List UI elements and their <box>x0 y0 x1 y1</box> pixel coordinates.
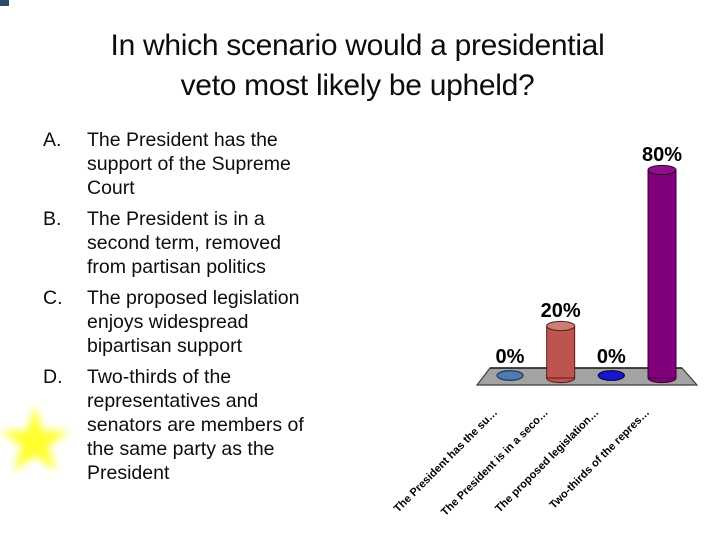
option-text: The proposed legislation enjoys widespre… <box>87 287 300 357</box>
option-letter: C. <box>43 287 63 309</box>
slide-title: In which scenario would a presidential v… <box>110 29 605 102</box>
answer-option-a: A. The President has the support of the … <box>43 128 373 200</box>
bar-body-3 <box>647 169 677 379</box>
bar-flat-0 <box>496 370 524 381</box>
value-label-0: 0% <box>496 346 525 368</box>
bar-top-3 <box>647 164 677 176</box>
value-label-1: 20% <box>541 300 581 322</box>
option-letter: A. <box>43 129 62 151</box>
corner-decoration <box>0 0 9 6</box>
bar-body-1 <box>546 325 576 379</box>
category-label-0: The President has the su… <box>392 407 500 515</box>
option-text: The President has the support of the Sup… <box>87 129 291 199</box>
value-label-3: 80% <box>642 144 682 166</box>
option-text: The President is in a second term, remov… <box>87 208 282 278</box>
answer-options-list: A. The President has the support of the … <box>43 128 373 492</box>
option-letter: B. <box>43 208 62 230</box>
category-label-2: The proposed legislation… <box>493 407 601 515</box>
option-letter: D. <box>43 366 63 388</box>
bar-flat-2 <box>597 370 625 381</box>
bar-top-1 <box>546 320 576 332</box>
category-label-3: Two-thirds of the repres… <box>547 407 652 512</box>
option-text: Two-thirds of the representatives and se… <box>87 366 304 484</box>
results-chart: 0% The President has the su… 20% The Presid… <box>392 144 699 519</box>
category-label-1: The President is in a seco… <box>439 407 551 519</box>
answer-option-d: D. Two-thirds of the representatives and… <box>43 365 373 485</box>
value-label-2: 0% <box>597 346 626 368</box>
answer-option-c: C. The proposed legislation enjoys wides… <box>43 286 373 358</box>
answer-option-b: B. The President is in a second term, re… <box>43 207 373 279</box>
